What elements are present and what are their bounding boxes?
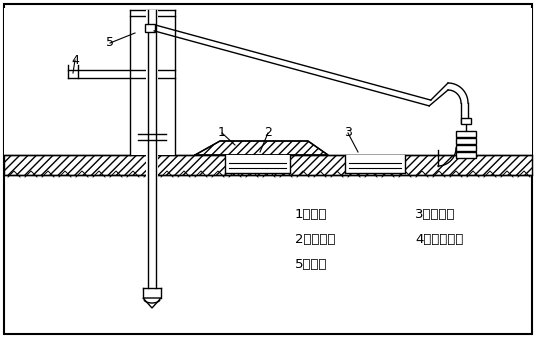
Text: 5、钒机: 5、钒机 xyxy=(295,258,327,271)
Polygon shape xyxy=(143,298,161,308)
Bar xyxy=(456,138,476,144)
Polygon shape xyxy=(195,141,328,155)
Bar xyxy=(4,155,532,175)
Text: 1: 1 xyxy=(218,126,226,140)
Bar xyxy=(130,10,175,155)
Bar xyxy=(145,24,155,32)
Text: 3、沉淤池: 3、沉淤池 xyxy=(415,208,456,221)
Text: 5: 5 xyxy=(106,37,114,49)
Text: 1、土台: 1、土台 xyxy=(295,208,327,221)
Bar xyxy=(456,152,476,158)
Text: 2: 2 xyxy=(264,126,272,140)
Bar xyxy=(345,155,405,173)
Text: 3: 3 xyxy=(344,126,352,140)
Bar xyxy=(461,118,471,124)
Bar xyxy=(146,10,158,308)
Bar xyxy=(456,131,476,137)
Bar xyxy=(456,145,476,151)
Text: 4: 4 xyxy=(71,53,79,67)
Bar xyxy=(225,155,290,173)
Text: 2、储浆池: 2、储浆池 xyxy=(295,233,336,246)
Text: 4、工作平台: 4、工作平台 xyxy=(415,233,464,246)
Bar xyxy=(4,8,532,155)
